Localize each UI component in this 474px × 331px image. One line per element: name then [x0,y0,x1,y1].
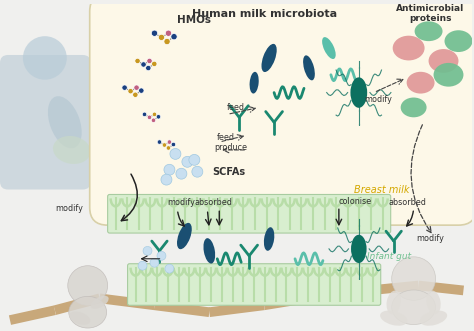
FancyBboxPatch shape [108,195,391,233]
Ellipse shape [250,72,259,94]
Circle shape [157,140,162,144]
Text: absorbed: absorbed [194,198,232,207]
Text: feed: feed [217,133,235,142]
Ellipse shape [69,311,90,325]
Circle shape [166,146,171,150]
Circle shape [167,140,172,144]
Circle shape [392,257,436,300]
Ellipse shape [69,296,107,328]
Circle shape [157,251,166,260]
Circle shape [189,154,200,165]
Circle shape [134,85,139,90]
Ellipse shape [415,21,443,41]
Ellipse shape [203,238,215,263]
Ellipse shape [407,72,435,94]
Ellipse shape [445,30,473,52]
FancyBboxPatch shape [90,0,474,225]
Ellipse shape [428,49,458,73]
Circle shape [23,36,67,80]
Ellipse shape [401,98,427,117]
Circle shape [128,88,133,94]
Circle shape [141,62,146,67]
Circle shape [143,246,152,255]
Circle shape [164,164,175,175]
Circle shape [156,115,161,119]
Circle shape [164,38,170,45]
Circle shape [170,149,181,159]
Text: Breast milk: Breast milk [354,185,410,196]
Text: Human milk microbiota: Human milk microbiota [191,9,337,20]
Circle shape [158,34,164,40]
Text: SCFAs: SCFAs [212,167,246,177]
Ellipse shape [48,96,82,148]
Ellipse shape [427,291,441,314]
Circle shape [171,33,177,40]
Circle shape [133,92,138,97]
Circle shape [161,174,172,185]
Ellipse shape [380,310,407,326]
Circle shape [165,264,174,273]
Circle shape [152,61,157,67]
Text: Infant gut: Infant gut [367,252,411,261]
Text: HMOs: HMOs [177,15,211,25]
Text: produce: produce [214,143,247,152]
Text: modify: modify [364,95,392,105]
FancyBboxPatch shape [0,55,91,190]
Circle shape [150,258,159,267]
Circle shape [138,261,147,270]
Circle shape [151,30,158,36]
Ellipse shape [350,77,367,108]
Circle shape [151,118,156,122]
Circle shape [147,58,152,64]
Ellipse shape [386,291,401,314]
Circle shape [162,143,167,147]
Text: modify: modify [167,198,195,207]
Text: absorbed: absorbed [389,198,427,207]
Ellipse shape [420,310,447,326]
Circle shape [147,115,152,119]
Ellipse shape [392,290,436,325]
Circle shape [146,65,151,71]
Circle shape [176,168,187,179]
Ellipse shape [262,44,277,72]
Ellipse shape [351,235,366,263]
Circle shape [165,30,172,36]
Circle shape [192,166,203,177]
Circle shape [171,142,176,147]
FancyBboxPatch shape [128,264,381,305]
Ellipse shape [264,227,274,251]
Circle shape [68,266,108,305]
Ellipse shape [434,63,464,87]
Ellipse shape [322,37,336,59]
Circle shape [135,58,140,64]
Ellipse shape [392,36,425,61]
Circle shape [152,112,157,117]
Ellipse shape [53,136,91,164]
Text: colonise: colonise [339,197,372,206]
Text: modify: modify [55,204,82,213]
Circle shape [142,112,147,117]
Ellipse shape [177,223,192,249]
Text: Antimicrobial
proteins: Antimicrobial proteins [396,4,465,24]
Ellipse shape [303,55,315,80]
Circle shape [182,156,193,167]
Circle shape [122,85,128,90]
Text: feed: feed [227,103,245,113]
Circle shape [138,88,144,93]
Text: modify: modify [417,234,445,243]
Ellipse shape [91,296,109,309]
